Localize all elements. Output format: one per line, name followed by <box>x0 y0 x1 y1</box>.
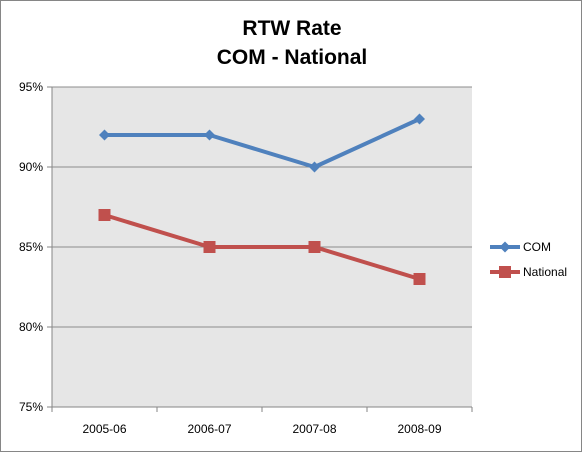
series-national <box>98 209 426 285</box>
y-tick-label: 95% <box>19 80 43 94</box>
x-tick-label: 2006-07 <box>187 422 231 436</box>
data-point <box>414 113 425 125</box>
data-point <box>309 161 320 173</box>
x-tick-label: 2008-09 <box>397 422 441 436</box>
series-line <box>104 117 421 169</box>
axes <box>47 86 473 412</box>
y-tick-label: 80% <box>19 320 43 334</box>
series-line <box>103 213 421 281</box>
series-com <box>99 113 425 173</box>
y-tick-label: 90% <box>19 160 43 174</box>
legend-item: National <box>490 265 567 279</box>
series <box>98 113 426 285</box>
data-point <box>413 273 426 285</box>
data-point <box>204 129 215 141</box>
y-axis-tick-labels: 75% 80% 85% 90% 95% <box>19 80 43 414</box>
legend-swatch-marker <box>499 241 511 253</box>
data-point <box>308 241 321 253</box>
data-point <box>98 209 111 221</box>
x-tick-label: 2005-06 <box>82 422 126 436</box>
y-tick-label: 75% <box>19 400 43 414</box>
y-tick-label: 85% <box>19 240 43 254</box>
legend-item: COM <box>490 240 551 254</box>
legend-label: COM <box>523 240 551 254</box>
x-axis-tick-labels: 2005-06 2006-07 2007-08 2008-09 <box>82 422 441 436</box>
data-point <box>99 129 110 141</box>
chart-title-line-1: RTW Rate <box>242 17 341 40</box>
legend-swatch-marker <box>499 266 511 278</box>
data-point <box>203 241 216 253</box>
legend: COM National <box>490 240 567 279</box>
x-tick-label: 2007-08 <box>292 422 336 436</box>
legend-label: National <box>523 265 567 279</box>
chart-title-line-2: COM - National <box>217 46 368 69</box>
